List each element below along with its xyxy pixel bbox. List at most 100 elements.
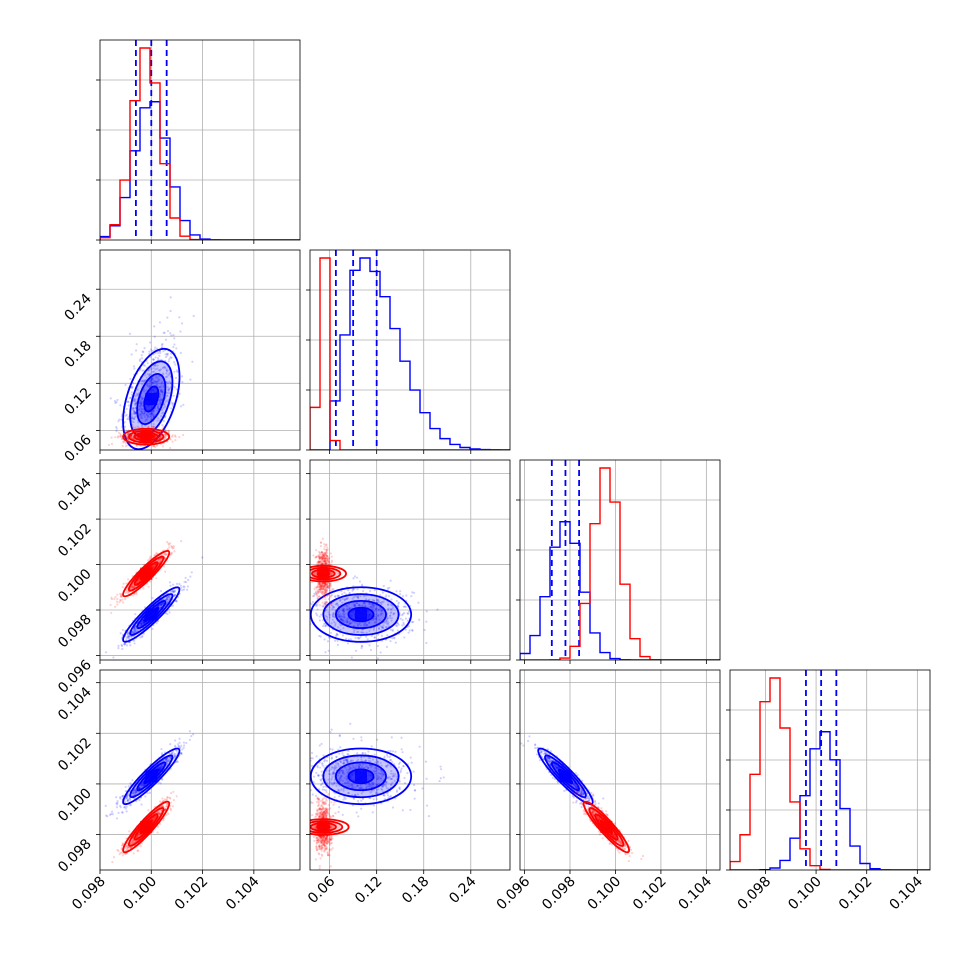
sample-point [173, 370, 176, 373]
sample-point [367, 621, 370, 624]
sample-point [159, 766, 163, 770]
sample-point [338, 614, 341, 618]
sample-point [319, 585, 322, 588]
sample-point [153, 425, 156, 428]
sample-point [141, 401, 144, 404]
sample-point [324, 602, 327, 605]
sample-point [157, 352, 160, 355]
sample-point [317, 554, 320, 557]
sample-point [324, 614, 327, 618]
sample-point [387, 625, 390, 628]
sample-point [403, 605, 406, 608]
sample-point [165, 601, 168, 604]
sample-point [127, 404, 130, 407]
sample-point [322, 625, 325, 628]
sample-point [339, 619, 342, 622]
sample-point [328, 584, 331, 587]
sample-point [132, 408, 135, 411]
sample-point [162, 385, 165, 388]
sample-point [331, 614, 334, 618]
sample-point [159, 603, 163, 606]
sample-point [145, 413, 148, 417]
sample-point [332, 611, 335, 615]
sample-point [333, 615, 336, 619]
sample-point [154, 364, 157, 367]
sample-point [303, 597, 305, 599]
sample-point [325, 554, 329, 558]
sample-point [135, 401, 138, 405]
sample-point [163, 331, 166, 334]
sample-point [345, 597, 348, 600]
sample-point [114, 436, 117, 439]
sample-point [327, 561, 330, 564]
sample-point [394, 624, 398, 627]
sample-point [374, 617, 377, 621]
sample-point [399, 590, 402, 593]
sample-point [352, 596, 356, 599]
sample-point [140, 635, 144, 639]
sample-point [153, 379, 156, 382]
sample-point [381, 626, 384, 630]
sample-point [329, 582, 332, 585]
sample-point [324, 592, 328, 595]
sample-point [126, 432, 130, 436]
sample-point [399, 617, 402, 620]
sample-point [347, 617, 350, 621]
sample-point [124, 445, 128, 448]
sample-point [162, 553, 166, 556]
sample-point [318, 557, 321, 561]
sample-point [318, 551, 322, 554]
sample-point [357, 597, 360, 600]
sample-point [122, 440, 125, 443]
sample-point [178, 737, 181, 740]
sample-point [121, 647, 124, 651]
sample-point [394, 641, 397, 644]
sample-point [165, 597, 169, 600]
sample-point [321, 553, 325, 556]
sample-point [404, 617, 408, 620]
sample-point [117, 811, 120, 815]
sample-point [321, 560, 324, 563]
sample-point [372, 604, 376, 607]
sample-point [353, 624, 356, 628]
sample-point [161, 778, 164, 781]
sample-point [127, 785, 130, 788]
sample-point [132, 628, 135, 631]
sample-point [319, 541, 323, 544]
sample-point [322, 581, 325, 585]
sample-point [166, 598, 169, 602]
sample-point [152, 358, 155, 361]
sample-point [136, 434, 140, 437]
sample-point [322, 555, 325, 559]
sample-point [330, 559, 334, 562]
sample-point [377, 614, 380, 617]
sample-point [137, 393, 140, 396]
sample-point [374, 620, 377, 624]
sample-point [125, 638, 128, 641]
sample-point [333, 620, 336, 624]
sample-point [167, 360, 170, 363]
sample-point [177, 744, 181, 748]
sample-point [321, 562, 324, 565]
sample-point [132, 437, 135, 441]
sample-point [135, 581, 139, 584]
sample-point [343, 591, 346, 594]
sample-point [166, 354, 169, 357]
sample-point [139, 403, 142, 407]
sample-point [157, 403, 160, 406]
sample-point [141, 380, 144, 383]
sample-point [322, 622, 326, 626]
sample-point [179, 752, 183, 755]
sample-point [379, 651, 382, 654]
sample-point [176, 760, 179, 764]
sample-point [348, 607, 351, 610]
sample-point [306, 625, 308, 627]
sample-point [131, 631, 134, 634]
sample-point [110, 436, 113, 439]
sample-point [133, 417, 136, 420]
sample-point [125, 407, 128, 411]
sample-point [342, 619, 345, 623]
sample-point [358, 580, 362, 583]
sample-point [164, 598, 168, 601]
sample-point [160, 382, 163, 385]
